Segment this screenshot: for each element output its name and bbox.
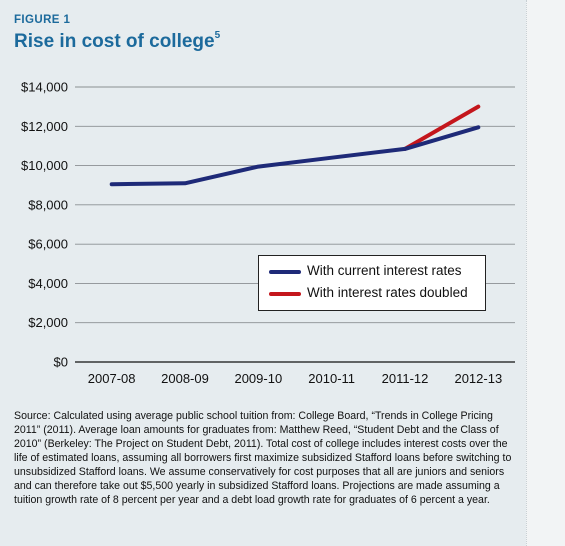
x-tick-label: 2007-08 — [88, 371, 136, 386]
x-tick-label: 2008-09 — [161, 371, 209, 386]
gridlines — [75, 86, 515, 363]
x-tick-label: 2011-12 — [382, 371, 429, 386]
figure-title-text: Rise in cost of college — [14, 31, 215, 52]
y-tick-label: $14,000 — [21, 80, 68, 95]
legend-swatch-current — [269, 270, 301, 274]
source-note: Source: Calculated using average public … — [14, 410, 512, 506]
legend-item-current: With current interest rates — [269, 262, 484, 282]
x-tick-label: 2010-11 — [308, 371, 355, 386]
series-line-doubled-rates — [403, 104, 481, 151]
legend-item-doubled: With interest rates doubled — [269, 284, 484, 304]
y-tick-label: $8,000 — [28, 197, 68, 212]
y-tick-label: $4,000 — [28, 276, 68, 291]
y-tick-label: $10,000 — [21, 158, 68, 173]
series-lines — [109, 104, 481, 187]
page-margin-strip — [526, 0, 565, 546]
figure-label: FIGURE 1 — [14, 14, 71, 26]
footnote-marker: 5 — [214, 29, 221, 41]
series-line-current-rates — [109, 125, 481, 187]
legend-label-current: With current interest rates — [307, 263, 462, 278]
y-tick-label: $0 — [54, 355, 68, 370]
y-axis-tick-labels: $0 $2,000 $4,000 $6,000 $8,000 $10,000 $12,000… — [21, 80, 68, 370]
line-chart: $0 $2,000 $4,000 $6,000 $8,000 $10,000 $12,000… — [21, 80, 515, 386]
x-axis-tick-labels: 2007-08 2008-09 2009-10 2010-11 2011-12 2012-… — [88, 371, 502, 386]
y-tick-label: $6,000 — [28, 237, 68, 252]
figure-title: Rise in cost of college5 — [14, 29, 221, 53]
x-tick-label: 2009-10 — [234, 371, 282, 386]
legend-label-doubled: With interest rates doubled — [307, 285, 468, 300]
chart-legend: With current interest rates With interes… — [258, 255, 486, 311]
y-tick-label: $12,000 — [21, 119, 68, 134]
y-tick-label: $2,000 — [28, 315, 68, 330]
x-tick-label: 2012-13 — [454, 371, 502, 386]
legend-swatch-doubled — [269, 292, 301, 296]
